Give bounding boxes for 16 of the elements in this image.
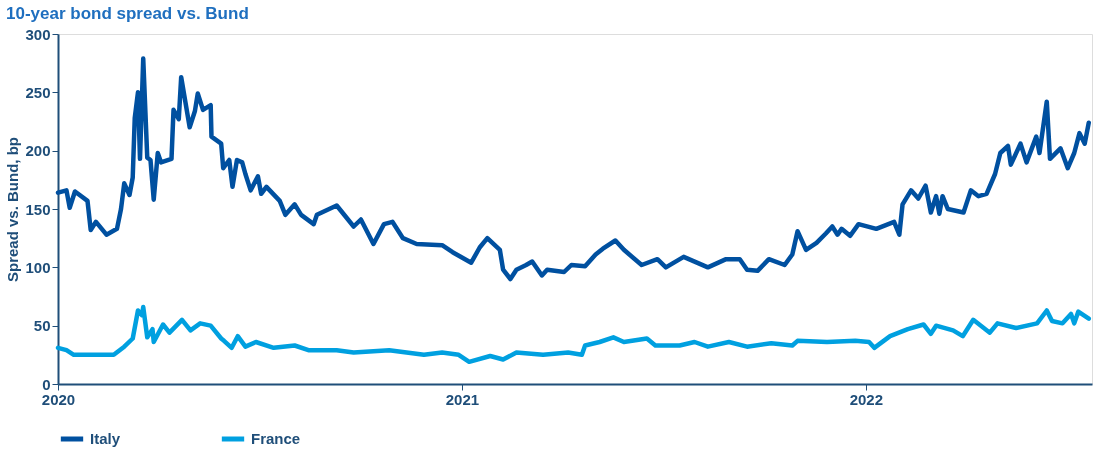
y-axis-title: Spread vs. Bund, bp [4,136,22,283]
legend-label: Italy [90,430,121,447]
y-tick-label: 50 [33,317,51,335]
line-series [55,56,1092,282]
y-tick-label: 150 [25,200,51,218]
y-tick-label: 0 [42,375,51,393]
x-tick-label: 2020 [41,390,76,408]
y-tick-label: 100 [25,258,51,276]
y-tick-label: 200 [25,142,51,160]
y-tick-label: 300 [25,25,51,43]
legend-label: France [251,430,301,447]
chart-title: 10-year bond spread vs. Bund [5,4,249,23]
x-tick-label: 2021 [445,390,480,408]
x-tick-label: 2022 [849,390,883,408]
line-series [55,304,1092,365]
y-tick-label: 250 [25,83,51,101]
